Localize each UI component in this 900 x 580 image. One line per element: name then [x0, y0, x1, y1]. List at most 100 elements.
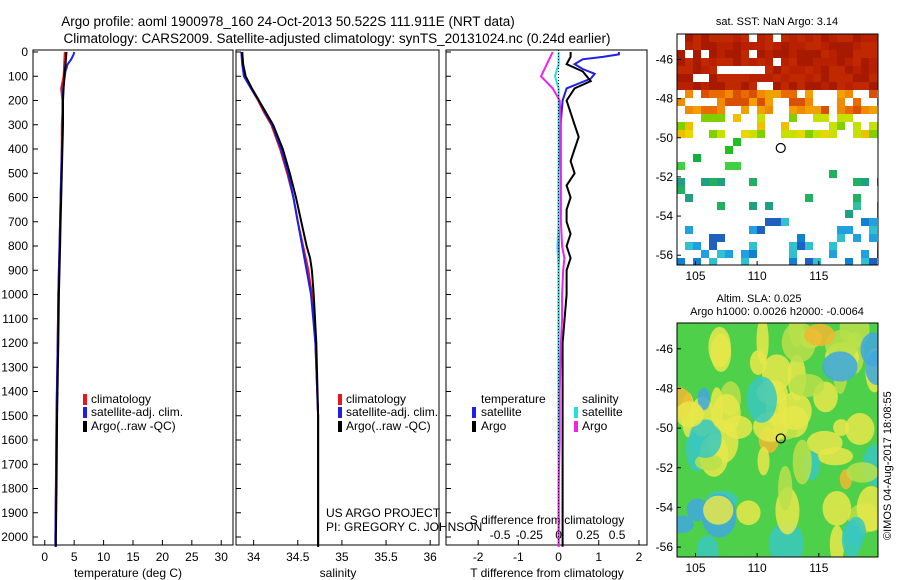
sst-cell: [741, 74, 749, 82]
sla-blob: [746, 376, 778, 423]
sst-cell: [805, 58, 813, 66]
sst-cell: [709, 34, 717, 42]
sst-cell: [813, 50, 821, 58]
sst-cell: [733, 34, 741, 42]
sst-cell: [861, 74, 869, 82]
sst-cell: [853, 106, 861, 114]
sla-blob: [697, 387, 711, 411]
sst-cell: [869, 218, 877, 226]
sst-cell: [869, 226, 877, 234]
sst-cell: [693, 34, 701, 42]
sst-cell: [741, 42, 749, 50]
sst-cell: [765, 74, 773, 82]
argo-position-marker: [775, 433, 786, 444]
sla-blob: [841, 520, 862, 557]
sst-cell: [829, 130, 837, 138]
sst-cell: [701, 106, 709, 114]
sst-cell: [701, 114, 709, 122]
sst-cell: [693, 58, 701, 66]
series-line-temperature-argo: [561, 52, 593, 547]
map-lon-tick-label: 105: [685, 269, 705, 283]
sst-cell: [797, 98, 805, 106]
legend-swatch-satellite: [83, 407, 87, 418]
sst-cell: [781, 58, 789, 66]
depth-tick-label: 1900: [1, 506, 28, 520]
depth-axis: 0 100 200 300 400 500 600 700 800 900 1000 1100 1200…: [1, 45, 451, 544]
sst-cell: [685, 74, 693, 82]
sst-cell: [829, 58, 837, 66]
map-lon-tick-label: 105: [685, 561, 705, 575]
depth-tick-label: 1800: [1, 482, 28, 496]
sst-cell: [677, 130, 685, 138]
legend-label-satellite: satellite-adj. clim.: [91, 405, 183, 419]
top-tick-label: 0.25: [576, 528, 600, 542]
series-line-temperature-satellite: [557, 52, 620, 547]
sst-cell: [829, 34, 837, 42]
sst-cell: [837, 90, 845, 98]
sst-map-border: [676, 33, 879, 266]
map-lon-tick-label: 115: [809, 269, 828, 283]
sst-cell: [853, 130, 861, 138]
map-lat-tick-label: -46: [656, 52, 674, 66]
sst-cell: [749, 58, 757, 66]
legend-swatch-climatology: [338, 394, 342, 405]
sst-cell: [685, 226, 693, 234]
sst-cell: [821, 58, 829, 66]
sst-cell: [765, 42, 773, 50]
sst-cell: [821, 114, 829, 122]
top-tick-label: 0.5: [609, 528, 626, 542]
sst-cell: [685, 66, 693, 74]
series-line-argo-raw-qc-: [241, 51, 320, 547]
sst-cell: [757, 114, 765, 122]
argo-position-marker: [775, 142, 786, 154]
sst-cell: [749, 178, 757, 186]
x-tick-label: 10: [97, 550, 111, 564]
sst-map-cells: [676, 33, 879, 266]
sst-cell: [789, 242, 797, 250]
difference-panel-frame: [445, 49, 648, 546]
sst-cell: [693, 82, 701, 90]
legend-heading-salinity: salinity: [582, 392, 619, 406]
sst-cell: [733, 114, 741, 122]
temperature-x-label: temperature (deg C): [74, 566, 182, 580]
sst-cell: [701, 42, 709, 50]
map-lon-tick-label: 110: [748, 561, 767, 575]
sst-cell: [685, 130, 693, 138]
legend-label-sal-satellite: satellite: [582, 405, 623, 419]
sst-cell: [853, 98, 861, 106]
sla-blob: [804, 323, 835, 347]
salinity-series: [240, 51, 320, 547]
sla-blob: [677, 515, 694, 534]
sst-cell: [685, 194, 693, 202]
project-annotation-line2: PI: GREGORY C. JOHNSON: [326, 520, 482, 534]
sla-blob: [822, 490, 852, 526]
sst-cell: [733, 90, 741, 98]
sst-cell: [797, 74, 805, 82]
sla-blob-group: [677, 323, 878, 557]
sst-cell: [757, 106, 765, 114]
map-lat-tick-label: -50: [656, 131, 674, 145]
sst-cell: [861, 258, 869, 265]
x-tick-label: 20: [156, 550, 170, 564]
sla-map-border: [676, 322, 879, 558]
sst-cell: [797, 50, 805, 58]
sst-cell: [717, 58, 725, 66]
sst-cell: [725, 82, 733, 90]
sst-cell: [677, 98, 685, 106]
sst-cell: [677, 50, 685, 58]
sla-blob: [757, 446, 770, 476]
sst-cell: [813, 74, 821, 82]
sst-cell: [749, 82, 757, 90]
sla-blob: [677, 401, 704, 428]
sst-cell: [717, 42, 725, 50]
sst-cell: [749, 242, 757, 250]
sst-cell: [685, 42, 693, 50]
sst-cell: [781, 34, 789, 42]
sst-cell: [781, 122, 789, 130]
sla-blob: [846, 462, 878, 483]
sla-blob: [768, 522, 805, 557]
depth-tick-label: 800: [8, 239, 28, 253]
sst-cell: [677, 122, 685, 130]
sst-cell: [765, 50, 773, 58]
x-tick-label: 15: [126, 550, 140, 564]
